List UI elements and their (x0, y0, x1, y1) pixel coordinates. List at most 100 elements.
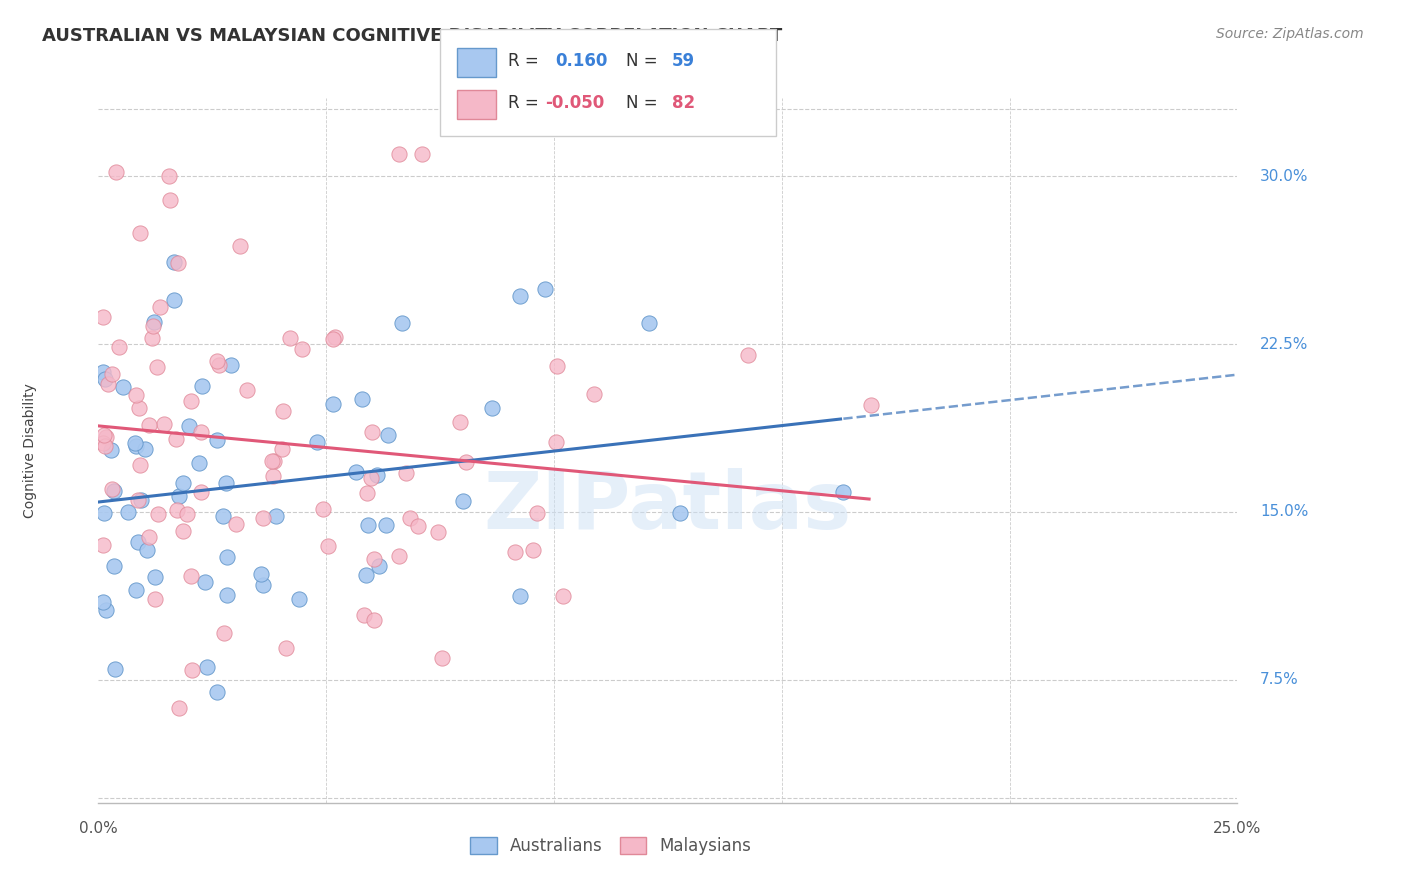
Point (215, 588, 238, 602)
Point (159, 194, 181, 208)
Point (669, 506, 692, 520)
Point (509, 589, 531, 603)
Point (411, 147, 433, 161)
Point (93, 428, 115, 442)
Point (195, 660, 218, 674)
Point (124, 435, 146, 450)
Point (167, 489, 190, 503)
Point (318, 540, 340, 554)
Point (194, 574, 217, 589)
Point (377, 428, 399, 442)
Point (551, 589, 574, 603)
Point (208, 358, 231, 372)
Point (505, 545, 527, 559)
Point (127, 534, 149, 549)
Point (187, 457, 209, 471)
Point (163, 255, 186, 269)
Text: N =: N = (626, 52, 662, 70)
Point (456, 455, 478, 469)
Point (360, 425, 382, 439)
Point (637, 316, 659, 330)
Point (363, 614, 385, 628)
Point (91, 310, 114, 324)
Point (91, 595, 114, 609)
Point (143, 592, 166, 607)
Point (406, 518, 429, 533)
Point (94, 372, 117, 386)
Point (221, 358, 243, 372)
Text: R =: R = (508, 94, 544, 112)
Point (127, 492, 149, 507)
Text: 0.0%: 0.0% (79, 821, 118, 836)
Point (509, 289, 531, 303)
Text: Cognitive Disability: Cognitive Disability (22, 383, 37, 518)
Point (366, 467, 388, 482)
Point (91, 365, 114, 379)
Point (228, 239, 250, 253)
Point (388, 147, 411, 161)
Point (388, 549, 411, 563)
Point (93, 506, 115, 520)
Point (266, 508, 288, 523)
Point (291, 342, 314, 356)
Point (129, 492, 152, 507)
Point (205, 685, 228, 699)
Point (125, 582, 148, 597)
Point (172, 524, 194, 538)
Point (101, 367, 124, 381)
Point (142, 315, 165, 329)
Point (157, 169, 180, 183)
Point (288, 592, 311, 607)
Point (311, 502, 333, 516)
Point (356, 485, 378, 500)
Point (138, 530, 160, 544)
Point (163, 293, 186, 307)
Point (263, 454, 285, 468)
Point (278, 331, 301, 345)
Text: 0.160: 0.160 (555, 52, 607, 70)
Point (190, 425, 212, 440)
Point (214, 476, 236, 491)
Point (117, 505, 139, 519)
Point (276, 640, 298, 655)
Point (427, 525, 450, 540)
Text: ZIPatlas: ZIPatlas (484, 467, 852, 546)
Point (398, 511, 420, 525)
Point (533, 282, 555, 296)
Point (166, 503, 188, 517)
Point (357, 517, 380, 532)
Point (350, 392, 373, 406)
Point (180, 393, 202, 408)
Point (368, 559, 391, 574)
Text: 59: 59 (672, 52, 695, 70)
Point (212, 509, 235, 524)
Point (153, 417, 176, 431)
Point (172, 476, 194, 491)
Point (176, 507, 198, 521)
Point (94, 429, 117, 443)
Point (190, 379, 212, 393)
Point (544, 434, 567, 449)
Point (103, 559, 125, 574)
Text: 30.0%: 30.0% (1260, 169, 1309, 184)
Point (260, 454, 283, 468)
Text: 7.5%: 7.5% (1260, 673, 1299, 687)
Text: 15.0%: 15.0% (1260, 505, 1309, 519)
Point (105, 165, 128, 179)
Point (190, 484, 212, 499)
Point (322, 397, 344, 411)
Point (391, 317, 413, 331)
Legend: Australians, Malaysians: Australians, Malaysians (464, 830, 758, 862)
Point (138, 418, 160, 433)
Point (271, 442, 294, 456)
Point (177, 418, 200, 433)
Text: Source: ZipAtlas.com: Source: ZipAtlas.com (1216, 27, 1364, 41)
Point (104, 662, 127, 676)
Text: N =: N = (626, 94, 662, 112)
Point (134, 442, 156, 457)
Point (205, 434, 228, 448)
Point (108, 340, 131, 354)
Point (236, 383, 259, 397)
Point (181, 664, 204, 678)
Point (165, 432, 187, 446)
